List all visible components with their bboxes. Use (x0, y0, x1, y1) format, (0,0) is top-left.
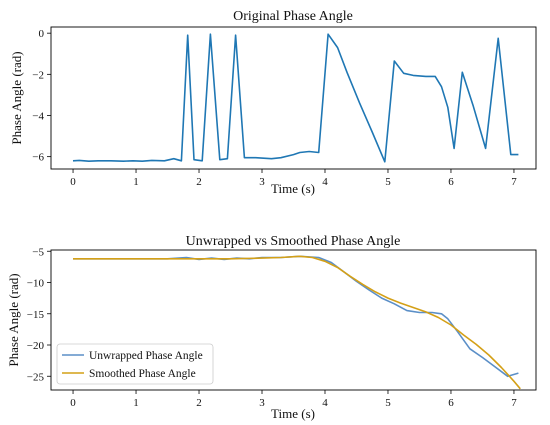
y-tick-label: −15 (27, 309, 45, 321)
x-ticks: 0 1 2 3 4 5 6 7 (70, 390, 517, 409)
y-tick-label: −20 (27, 340, 45, 352)
x-tick-label: 3 (259, 397, 265, 409)
x-tick-label: 6 (448, 176, 454, 188)
plot-frame (50, 26, 537, 170)
legend-label-unwrapped: Unwrapped Phase Angle (89, 350, 203, 362)
x-tick-label: 0 (70, 397, 76, 409)
legend-label-smoothed: Smoothed Phase Angle (89, 368, 196, 380)
x-tick-label: 4 (322, 397, 328, 409)
x-tick-label: 0 (70, 176, 76, 188)
x-tick-label: 7 (511, 176, 517, 188)
x-axis-label: Time (s) (271, 406, 315, 421)
plot-frame (50, 249, 537, 391)
series-line-0 (72, 33, 519, 163)
y-tick-label: −2 (32, 69, 44, 81)
x-tick-label: 1 (133, 176, 139, 188)
y-tick-label: 0 (39, 28, 45, 40)
chart-unwrapped-vs-smoothed: Unwrapped vs Smoothed Phase Angle 0 1 2 3 4 5… (6, 234, 537, 421)
y-tick-label: −10 (27, 278, 45, 290)
x-tick-label: 7 (511, 397, 517, 409)
series-line-smoothed-phase-angle (73, 255, 521, 390)
y-axis-label: Phase Angle (rad) (9, 51, 24, 144)
x-tick-label: 5 (385, 397, 391, 409)
series-lines (72, 33, 519, 163)
x-tick-label: 2 (196, 176, 202, 188)
y-ticks: −5 −10 −15 −20 −25 (27, 246, 51, 383)
series-lines (73, 255, 521, 390)
chart-title: Unwrapped vs Smoothed Phase Angle (186, 234, 401, 249)
x-tick-label: 6 (448, 397, 454, 409)
legend: Unwrapped Phase Angle Smoothed Phase Ang… (56, 343, 214, 385)
legend-box (56, 343, 214, 385)
y-ticks: 0 −2 −4 −6 (32, 28, 51, 164)
y-tick-label: −5 (32, 246, 44, 258)
y-tick-label: −25 (27, 371, 45, 383)
chart-title: Original Phase Angle (233, 9, 353, 24)
y-tick-label: −4 (32, 110, 44, 122)
chart-original-phase: Original Phase Angle 0 1 2 3 4 5 6 7 0 −2 −4 −6 Ti… (9, 9, 537, 196)
x-tick-label: 5 (385, 176, 391, 188)
x-axis-label: Time (s) (271, 181, 315, 196)
x-tick-label: 3 (259, 176, 265, 188)
x-tick-label: 2 (196, 397, 202, 409)
y-tick-label: −6 (32, 152, 44, 164)
x-ticks: 0 1 2 3 4 5 6 7 (70, 169, 517, 188)
y-axis-label: Phase Angle (rad) (6, 273, 21, 366)
x-tick-label: 4 (322, 176, 328, 188)
x-tick-label: 1 (133, 397, 139, 409)
